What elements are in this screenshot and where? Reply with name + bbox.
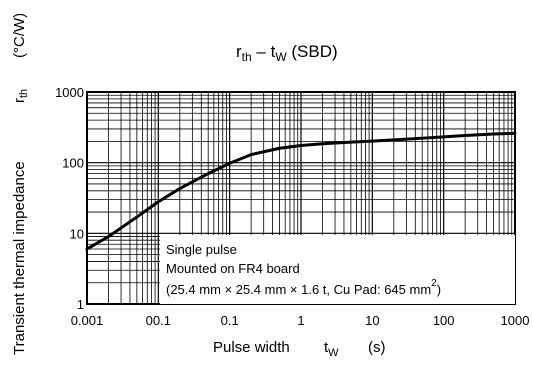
x-axis-unit: (s) [368,339,386,356]
y-axis-unit: (°C/W) [11,13,28,58]
x-tick-label: 00.1 [146,313,171,328]
x-axis-symbol: tW [324,339,339,359]
series-line [85,131,517,251]
annotation-line-3: (25.4 mm × 25.4 mm × 1.6 t, Cu Pad: 645 … [166,278,441,297]
y-tick-label: 1000 [55,85,84,100]
annotation-box: Single pulse Mounted on FR4 board (25.4 … [160,235,515,304]
x-tick-label: 1 [297,313,304,328]
y-tick-label: 10 [70,226,84,241]
x-tick-label: 0.1 [221,313,239,328]
y-axis-label: Transient thermal impedance [11,161,28,355]
annotation-background [160,235,515,304]
annotation-line-2: Mounted on FR4 board [166,261,300,276]
y-axis-symbol: rth [11,89,30,103]
x-axis-label: Pulse width [213,339,290,356]
chart-title: rth – tW (SBD) [236,42,338,64]
y-tick-label: 100 [62,156,84,171]
y-tick-labels: 1 10 100 1000 [55,85,84,312]
annotation-line-1: Single pulse [166,242,237,257]
x-tick-label: 100 [433,313,455,328]
x-tick-label: 10 [365,313,379,328]
x-tick-labels: 0.001 00.1 0.1 1 10 100 1000 [71,313,530,328]
x-tick-label: 0.001 [71,313,104,328]
y-tick-label: 1 [77,297,84,312]
y-axis-label-group: Transient thermal impedance rth (°C/W) [11,13,30,355]
x-tick-label: 1000 [501,313,530,328]
